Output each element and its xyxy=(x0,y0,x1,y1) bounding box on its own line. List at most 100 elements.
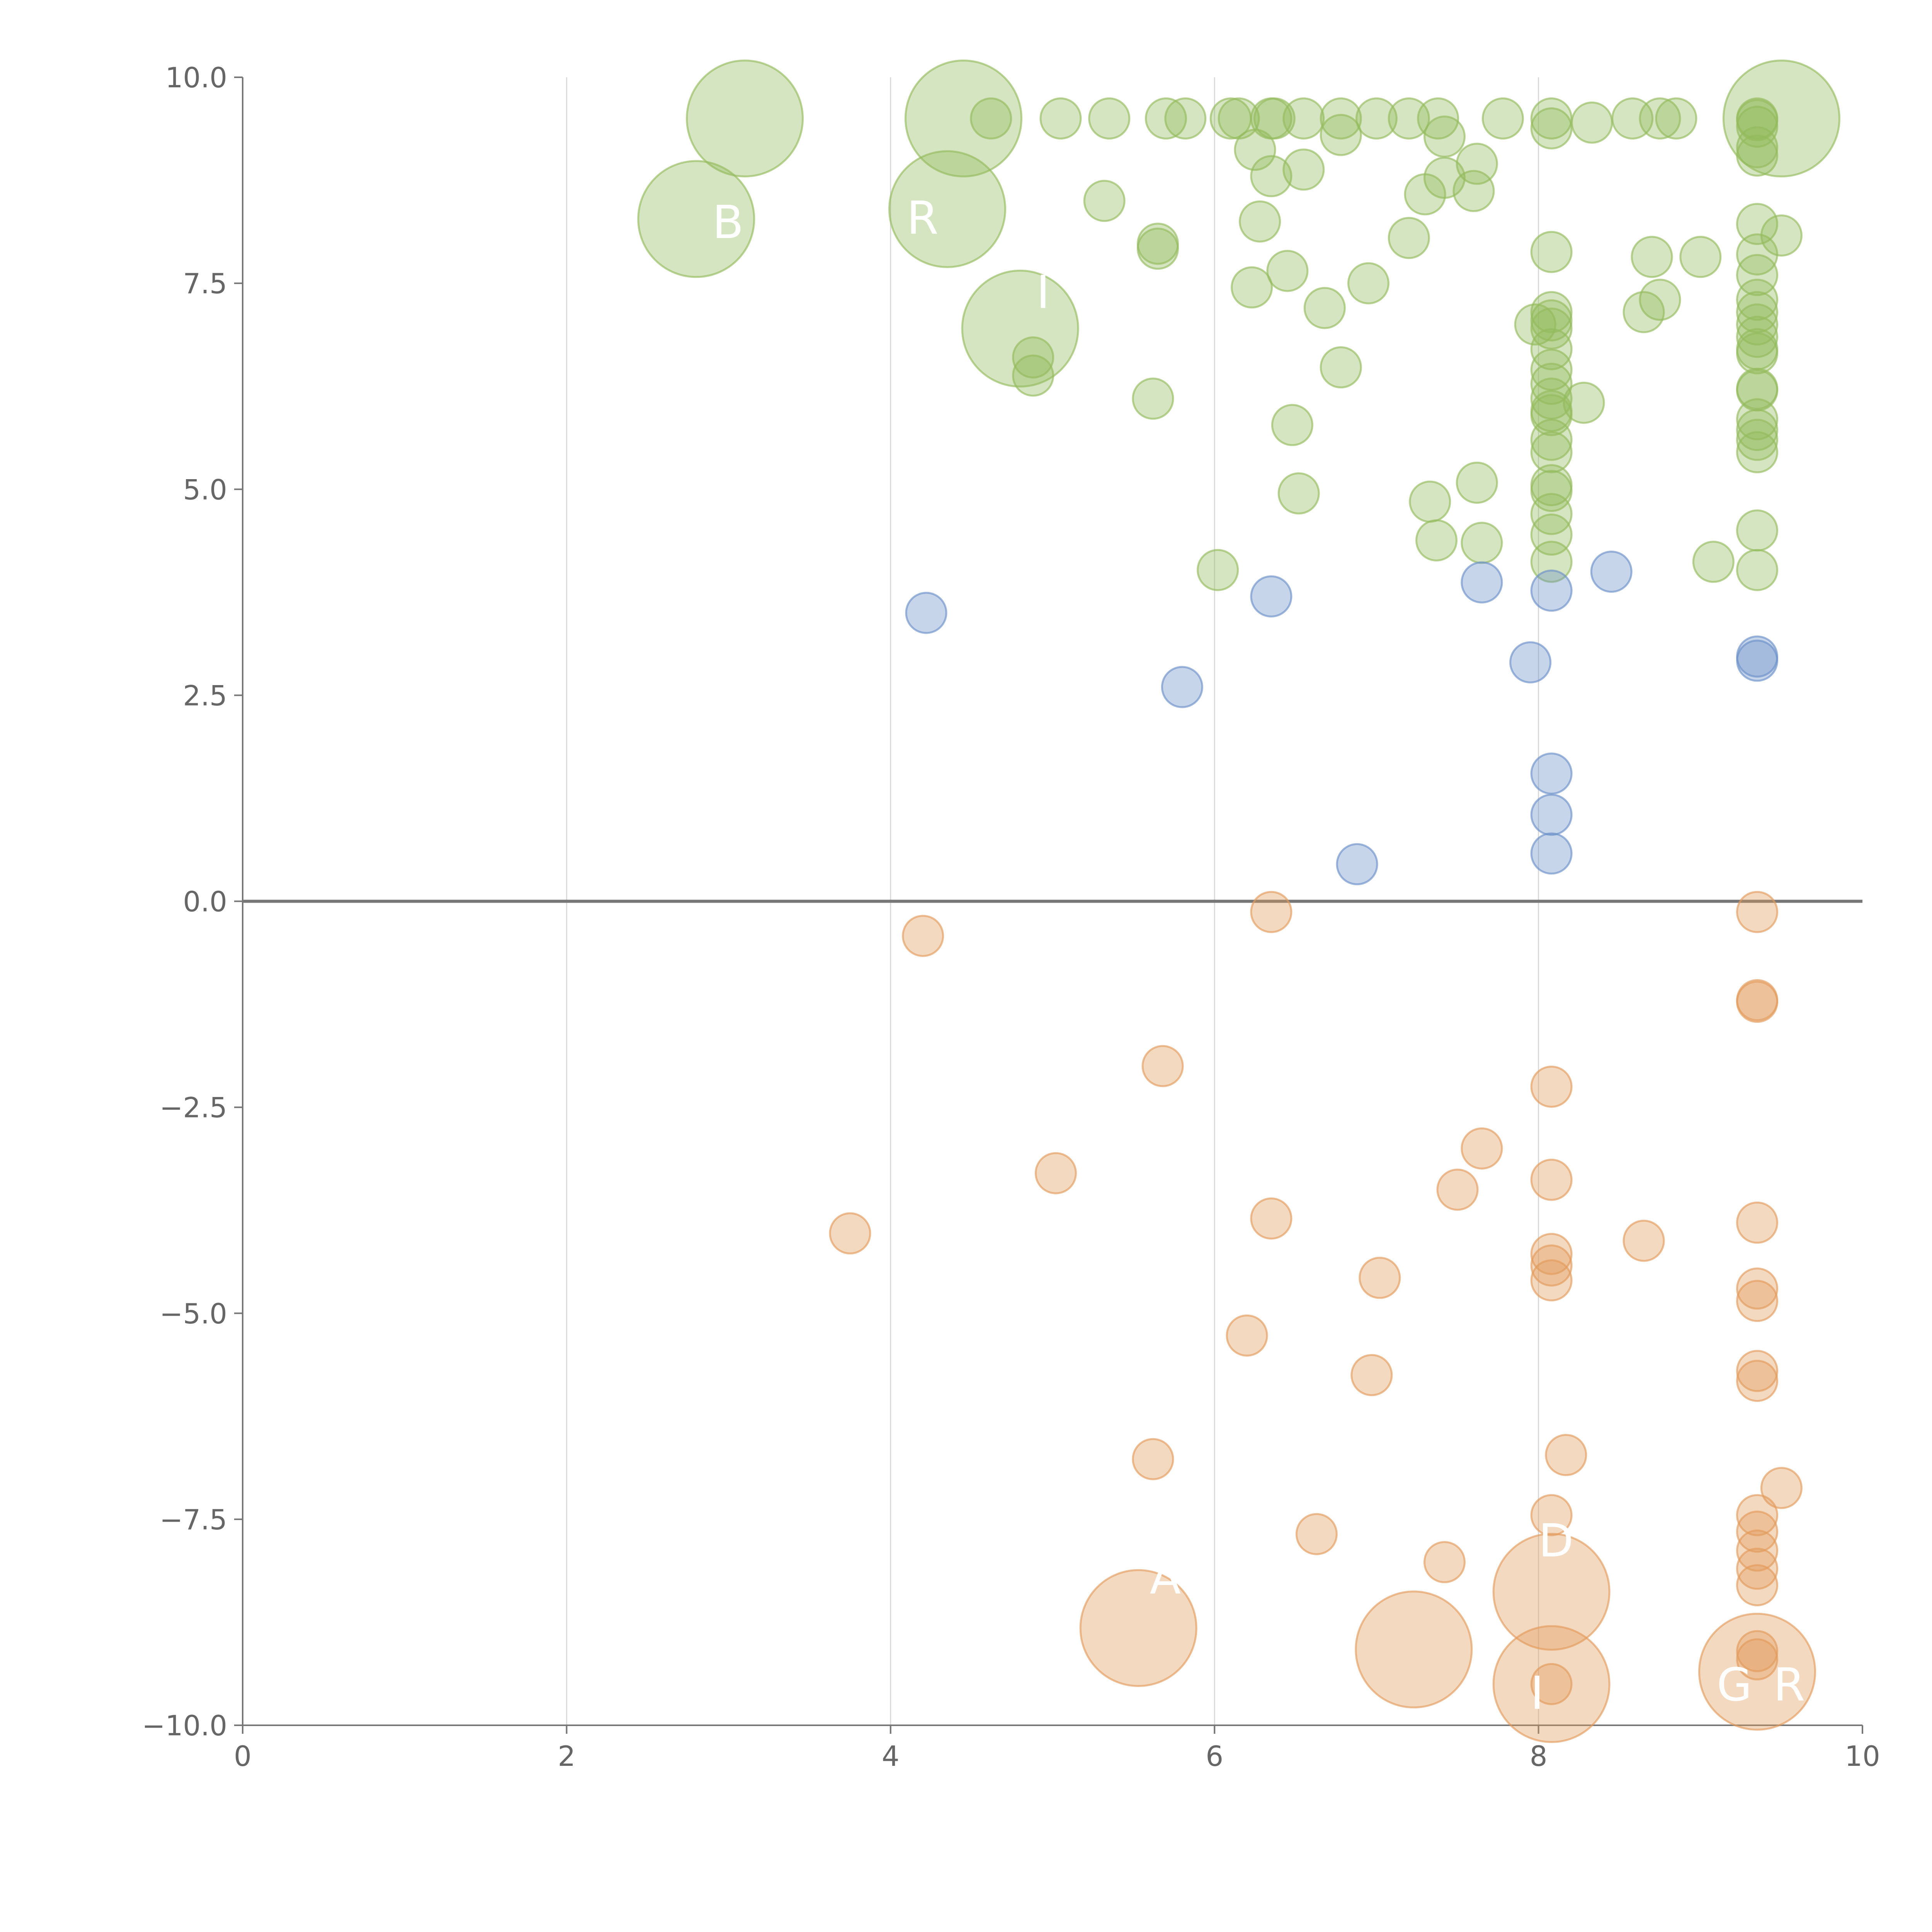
data-point-green xyxy=(1563,381,1605,424)
data-point-green xyxy=(1530,107,1573,150)
data-point-green xyxy=(1231,266,1273,309)
y-tick-label: −10.0 xyxy=(142,1709,227,1742)
data-point-green xyxy=(1452,170,1495,212)
data-points xyxy=(637,60,1840,1743)
data-point-green xyxy=(1736,291,1779,333)
data-point-green xyxy=(1266,250,1309,292)
data-point-green xyxy=(1530,349,1573,391)
data-point-green xyxy=(1622,291,1665,333)
data-point-orange xyxy=(1736,1280,1779,1322)
data-point-green xyxy=(1320,114,1362,156)
data-point-green xyxy=(1423,116,1466,158)
data-point-green xyxy=(1736,418,1779,461)
y-tick-label: −7.5 xyxy=(160,1503,227,1536)
data-point-green xyxy=(1088,97,1131,140)
y-tick-label: −5.0 xyxy=(160,1298,227,1330)
data-point-green xyxy=(1736,203,1779,245)
data-point-orange xyxy=(1530,1663,1573,1705)
data-point-green xyxy=(1083,180,1126,222)
data-point-blue xyxy=(1250,575,1293,617)
y-tick-label: 0.0 xyxy=(183,886,227,918)
data-point-orange xyxy=(1295,1513,1338,1555)
data-point-green xyxy=(1253,97,1296,140)
data-point-orange xyxy=(1736,1510,1779,1553)
x-tick-label: 2 xyxy=(558,1740,575,1772)
data-point-orange xyxy=(1530,1259,1573,1301)
point-annotation-label: B xyxy=(713,196,744,249)
data-point-orange xyxy=(1736,1201,1779,1244)
data-point-orange xyxy=(1141,1045,1184,1087)
data-point-orange xyxy=(1132,1438,1174,1480)
data-point-orange xyxy=(1250,1197,1293,1240)
data-point-green xyxy=(1456,143,1498,185)
data-point-green xyxy=(1736,303,1779,346)
data-point-orange xyxy=(1736,1548,1779,1590)
data-point-green xyxy=(1481,97,1524,140)
x-tick-label: 4 xyxy=(882,1740,900,1772)
data-point-orange xyxy=(1736,1350,1779,1392)
data-point-orange xyxy=(1698,1612,1816,1731)
point-annotation-label: G xyxy=(1717,1658,1752,1711)
data-point-orange xyxy=(1530,1065,1573,1108)
data-point-blue xyxy=(1590,551,1633,593)
data-point-blue xyxy=(1530,752,1573,795)
data-point-green xyxy=(1530,470,1573,512)
data-point-green xyxy=(1456,461,1498,504)
point-annotation-label: R xyxy=(907,191,939,245)
data-point-green xyxy=(1303,287,1346,329)
data-point-orange xyxy=(1545,1434,1587,1476)
data-point-green xyxy=(637,160,755,278)
data-point-green xyxy=(1722,60,1840,178)
data-point-orange xyxy=(1530,1244,1573,1287)
data-point-orange xyxy=(1736,1564,1779,1606)
data-point-green xyxy=(1736,549,1779,591)
data-point-orange xyxy=(902,915,944,957)
x-tick-label: 6 xyxy=(1206,1740,1223,1772)
data-point-green xyxy=(1012,354,1054,397)
data-point-green xyxy=(1631,236,1673,278)
point-annotation-label: I xyxy=(1036,265,1050,319)
data-point-blue xyxy=(1509,641,1552,684)
data-point-blue xyxy=(1530,832,1573,875)
data-point-orange xyxy=(1423,1541,1466,1583)
data-point-green xyxy=(1655,97,1697,140)
data-point-orange xyxy=(1226,1314,1268,1357)
data-point-green xyxy=(1250,155,1293,197)
data-point-blue xyxy=(905,592,947,634)
data-point-orange xyxy=(1492,1625,1611,1743)
data-point-orange xyxy=(1622,1219,1665,1262)
data-point-orange xyxy=(1034,1152,1077,1194)
data-point-green xyxy=(1461,522,1503,564)
data-point-blue xyxy=(1336,843,1378,886)
data-point-orange xyxy=(829,1212,871,1255)
data-point-green xyxy=(1736,254,1779,296)
y-tick-label: 7.5 xyxy=(183,267,227,300)
data-point-green xyxy=(1039,97,1082,140)
data-point-green xyxy=(1736,279,1779,321)
data-point-green xyxy=(1012,336,1054,379)
data-point-orange xyxy=(1736,1529,1779,1572)
data-point-green xyxy=(1736,509,1779,552)
data-point-green xyxy=(1388,217,1430,259)
data-point-green xyxy=(1736,316,1779,358)
data-point-green xyxy=(1132,378,1174,420)
y-tick-label: 2.5 xyxy=(183,679,227,712)
data-point-green xyxy=(1197,549,1239,591)
data-point-green xyxy=(1415,519,1458,561)
data-point-green xyxy=(888,150,1007,268)
data-point-green xyxy=(1271,404,1313,446)
data-point-orange xyxy=(1492,1533,1611,1651)
data-point-blue xyxy=(1530,794,1573,836)
data-point-green xyxy=(1282,148,1325,191)
data-point-green xyxy=(1530,378,1573,420)
data-point-orange xyxy=(1359,1257,1401,1299)
data-point-orange xyxy=(1250,891,1293,933)
data-point-green xyxy=(970,97,1012,140)
data-point-green xyxy=(1320,97,1362,140)
data-point-green xyxy=(1404,173,1446,216)
data-point-orange xyxy=(1736,1267,1779,1310)
data-point-green xyxy=(1530,231,1573,273)
y-tick-label: 5.0 xyxy=(183,473,227,506)
